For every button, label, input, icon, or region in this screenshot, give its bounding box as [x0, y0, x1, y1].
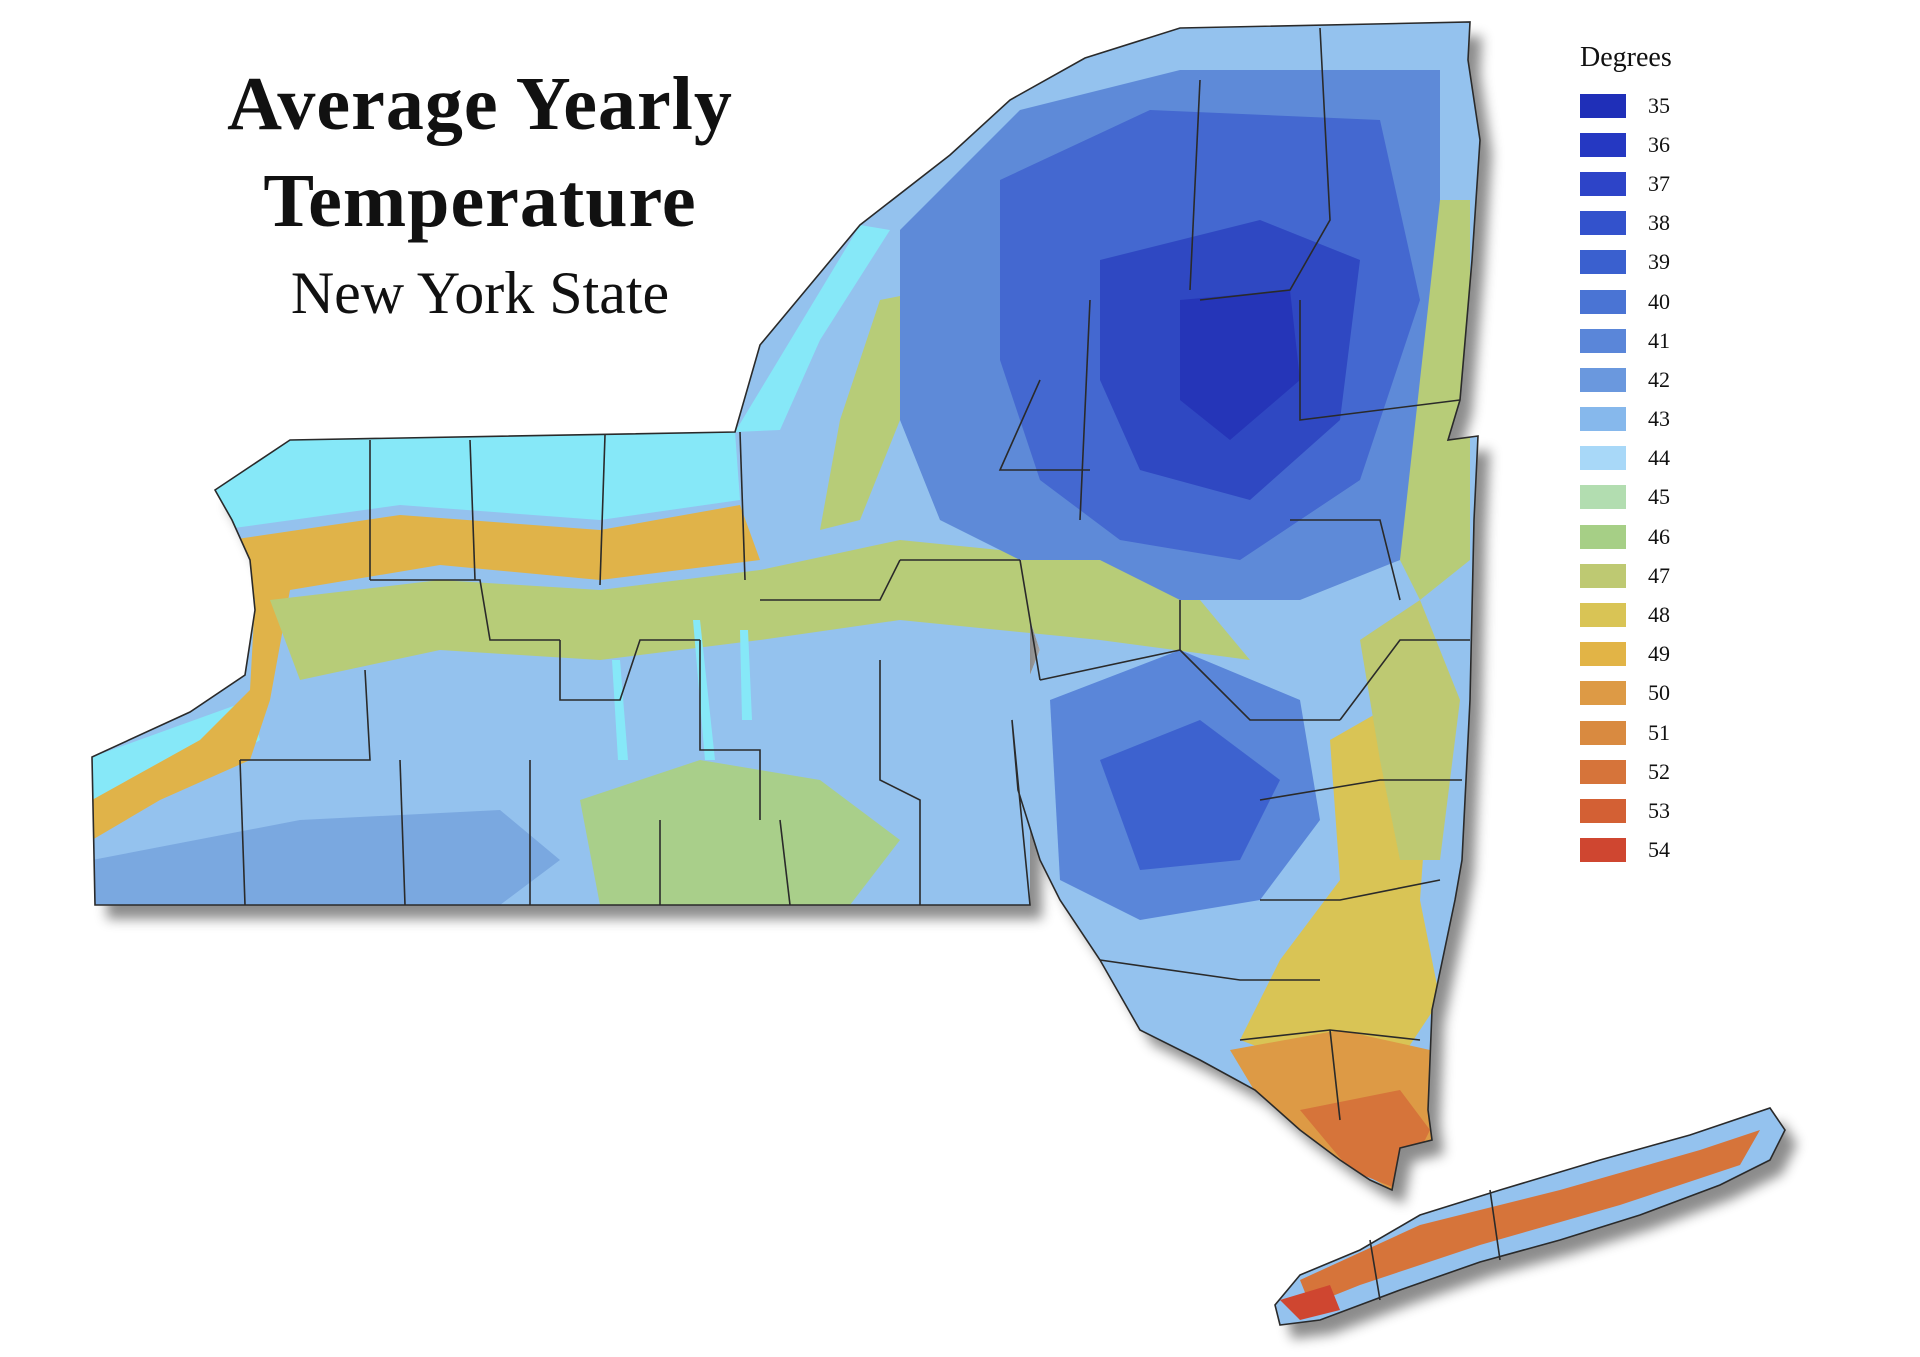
legend-label: 41 — [1648, 327, 1670, 353]
legend-item: 44 — [1580, 439, 1760, 478]
legend-swatch — [1580, 759, 1626, 784]
legend-item: 51 — [1580, 713, 1760, 752]
legend-item: 38 — [1580, 204, 1760, 243]
legend-swatch — [1580, 446, 1626, 471]
legend-label: 37 — [1648, 170, 1670, 196]
legend-item: 46 — [1580, 517, 1760, 556]
legend-swatch — [1580, 407, 1626, 432]
legend-label: 44 — [1648, 445, 1670, 471]
legend-item: 36 — [1580, 125, 1760, 164]
temperature-legend: Degrees 35 36 37 38 39 40 41 42 43 44 45 46 47 48 49 50… — [1580, 40, 1760, 870]
legend-swatch — [1580, 289, 1626, 314]
legend-swatch — [1580, 367, 1626, 392]
legend-item: 39 — [1580, 243, 1760, 282]
legend-swatch — [1580, 798, 1626, 823]
legend-label: 49 — [1648, 641, 1670, 667]
county-borders — [91, 21, 1786, 1326]
legend-swatch — [1580, 681, 1626, 706]
legend-swatch — [1580, 563, 1626, 588]
legend-item: 37 — [1580, 164, 1760, 203]
legend-label: 54 — [1648, 837, 1670, 863]
legend-swatch — [1580, 250, 1626, 275]
legend-item: 53 — [1580, 791, 1760, 830]
legend-label: 45 — [1648, 484, 1670, 510]
legend-label: 53 — [1648, 797, 1670, 823]
legend-label: 42 — [1648, 366, 1670, 392]
map-subtitle: New York State — [290, 260, 670, 326]
legend-swatch — [1580, 603, 1626, 628]
legend-label: 40 — [1648, 288, 1670, 314]
legend-label: 35 — [1648, 92, 1670, 118]
legend-swatch — [1580, 720, 1626, 745]
legend-item: 35 — [1580, 86, 1760, 125]
legend-label: 51 — [1648, 719, 1670, 745]
map-title-line1: Average Yearly — [227, 62, 733, 146]
legend-item: 52 — [1580, 752, 1760, 791]
legend-item: 54 — [1580, 831, 1760, 870]
legend-label: 46 — [1648, 523, 1670, 549]
legend-label: 52 — [1648, 758, 1670, 784]
legend-swatch — [1580, 328, 1626, 353]
legend-item: 43 — [1580, 400, 1760, 439]
legend-label: 39 — [1648, 249, 1670, 275]
legend-swatch — [1580, 211, 1626, 236]
map-title-line2: Temperature — [263, 159, 697, 243]
legend-swatch — [1580, 524, 1626, 549]
legend-item: 47 — [1580, 556, 1760, 595]
legend-item: 50 — [1580, 674, 1760, 713]
legend-label: 47 — [1648, 562, 1670, 588]
legend-label: 48 — [1648, 602, 1670, 628]
legend-rows: 35 36 37 38 39 40 41 42 43 44 45 46 47 48 49 50 51 52 53 54 — [1580, 86, 1760, 870]
legend-item: 42 — [1580, 360, 1760, 399]
legend-item: 41 — [1580, 321, 1760, 360]
legend-swatch — [1580, 132, 1626, 157]
legend-item: 45 — [1580, 478, 1760, 517]
legend-label: 36 — [1648, 131, 1670, 157]
legend-swatch — [1580, 485, 1626, 510]
legend-swatch — [1580, 838, 1626, 863]
legend-title: Degrees — [1580, 42, 1672, 73]
legend-swatch — [1580, 93, 1626, 118]
legend-item: 49 — [1580, 635, 1760, 674]
legend-label: 50 — [1648, 680, 1670, 706]
legend-item: 40 — [1580, 282, 1760, 321]
legend-item: 48 — [1580, 595, 1760, 634]
legend-label: 38 — [1648, 210, 1670, 236]
map-title-block: Average Yearly Temperature New York Stat… — [190, 56, 770, 336]
legend-label: 43 — [1648, 406, 1670, 432]
legend-swatch — [1580, 642, 1626, 667]
legend-swatch — [1580, 171, 1626, 196]
